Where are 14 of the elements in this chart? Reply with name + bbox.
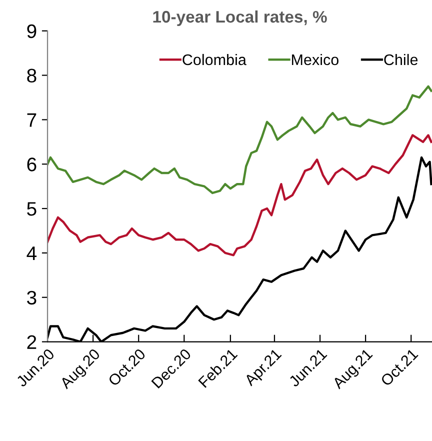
- y-tick-label: 3: [27, 290, 36, 305]
- y-tick-label: 7: [27, 113, 36, 127]
- y-tick-label: 9: [27, 24, 36, 38]
- chart-title: 10-year Local rates, %: [153, 10, 327, 26]
- legend-label: Mexico: [292, 54, 338, 66]
- y-tick-label: 2: [27, 335, 36, 349]
- legend-label: Colombia: [182, 54, 246, 66]
- y-tick-label: 8: [27, 68, 36, 83]
- y-tick-label: 6: [27, 158, 36, 172]
- legend-label: Chile: [384, 54, 418, 66]
- line-series: [48, 85, 432, 194]
- y-tick-label: 4: [26, 246, 37, 260]
- line-series: [48, 134, 432, 256]
- y-tick-label: 5: [27, 202, 36, 216]
